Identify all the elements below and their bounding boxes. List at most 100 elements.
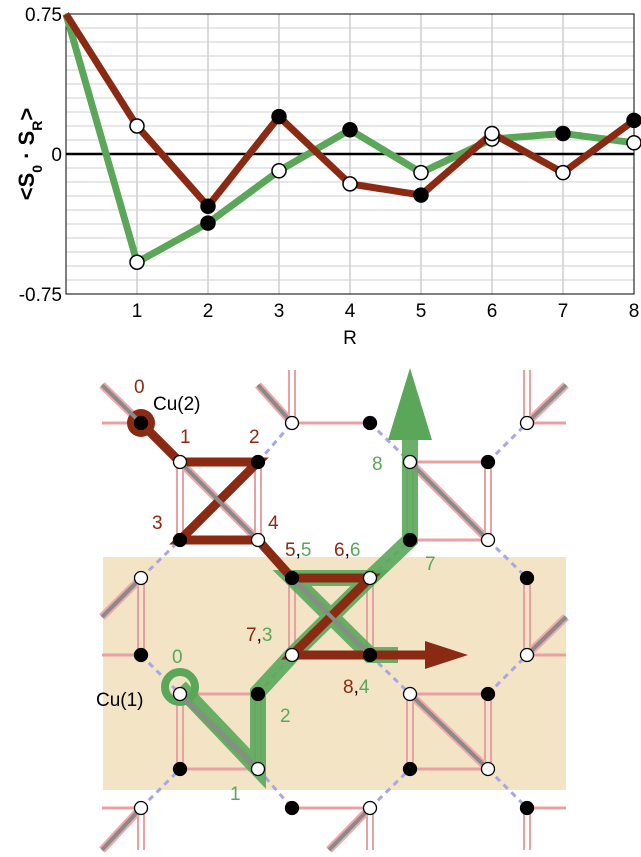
data-point <box>271 163 287 179</box>
y-axis-label: <S0 · SR> <box>14 108 45 201</box>
dashed-bond <box>486 538 529 580</box>
cu-site <box>362 800 378 816</box>
diagonal-bond <box>178 692 260 771</box>
cu-site <box>402 686 418 702</box>
dashed-bond <box>486 653 529 696</box>
dashed-bond <box>368 653 412 696</box>
y-tick-labels: 0.75 0 -0.75 <box>19 5 62 306</box>
diagonal-bond <box>408 692 490 771</box>
diagonal-bond <box>327 806 372 852</box>
cu-site <box>362 415 378 431</box>
data-point <box>342 121 358 138</box>
data-point <box>413 187 429 203</box>
diagonal-bond <box>290 576 372 657</box>
red-label-4: 4 <box>268 513 279 534</box>
cu-site <box>284 800 300 816</box>
cu-site <box>362 647 378 663</box>
y-tick-label: 0.75 <box>25 5 62 26</box>
pair-label-8-4: 8,4 <box>343 677 370 698</box>
cu-site <box>172 532 188 548</box>
data-point <box>626 135 641 151</box>
x-tick-label: 2 <box>203 301 214 322</box>
data-point <box>626 112 641 129</box>
red-arrow-head <box>425 641 468 669</box>
diagonal-bond <box>100 806 143 852</box>
dashed-bond <box>486 421 529 464</box>
data-point <box>342 176 358 192</box>
lattice-diagram: Cu(2) Cu(1) 0 1 2 3 4 5,5 6,6 7,3 8,4 0 … <box>96 368 569 853</box>
dashed-bond <box>368 767 412 810</box>
correlation-chart: 1 2 3 4 5 6 7 8 0.75 0 -0.75 R <S0 · SR> <box>14 5 641 349</box>
cu-site <box>480 454 496 470</box>
cu-site <box>402 454 418 470</box>
y-tick-label: 0 <box>51 145 62 166</box>
x-tick-label: 4 <box>345 301 356 322</box>
x-tick-label: 7 <box>558 301 569 322</box>
diagonal-bond <box>178 460 260 542</box>
red-path <box>137 419 430 660</box>
x-axis-label: R <box>343 328 357 349</box>
pair-label-7-3: 7,3 <box>246 625 272 646</box>
cu1-site-ring <box>161 668 199 706</box>
cu-site <box>402 761 418 777</box>
red-label-0: 0 <box>134 377 145 398</box>
data-point <box>129 254 145 271</box>
x-tick-label: 8 <box>629 301 640 322</box>
green-label-0: 0 <box>172 647 183 668</box>
cu-site <box>172 454 188 470</box>
cu-site <box>133 647 149 663</box>
bond-overlay <box>100 383 568 852</box>
cu-site <box>284 570 300 586</box>
y-tick-label: -0.75 <box>19 285 62 306</box>
diagonal-bond <box>525 383 568 425</box>
cu-site <box>519 647 535 663</box>
diagonal-bond <box>525 615 568 657</box>
cu-site <box>402 532 418 548</box>
diagonal-bond <box>100 576 143 619</box>
cu-site <box>284 415 300 431</box>
cu-site <box>362 570 378 586</box>
cu-site <box>250 761 266 777</box>
cu-site <box>250 454 266 470</box>
diagonal-bond <box>100 383 143 425</box>
cu-site <box>519 415 535 431</box>
x-tick-labels: 1 2 3 4 5 6 7 8 <box>132 301 640 322</box>
data-point <box>555 125 571 142</box>
data-point <box>129 118 145 134</box>
green-path-upper <box>364 420 418 584</box>
cu-site <box>250 686 266 702</box>
cu-site <box>133 800 149 816</box>
cu-site <box>480 686 496 702</box>
data-point <box>484 125 500 142</box>
x-tick-label: 3 <box>274 301 285 322</box>
green-arrow-head <box>388 368 432 440</box>
lattice-sites <box>133 415 535 816</box>
x-tick-label: 5 <box>416 301 427 322</box>
cu-site <box>480 761 496 777</box>
cu-site <box>172 761 188 777</box>
green-label-8: 8 <box>372 454 383 475</box>
pair-label-5: 5,5 <box>285 540 311 561</box>
cu-site <box>519 570 535 586</box>
cu-site <box>284 647 300 663</box>
x-tick-label: 1 <box>132 301 143 322</box>
data-point <box>413 164 429 181</box>
x-tick-label: 6 <box>487 301 498 322</box>
diagonal-bond <box>408 460 490 542</box>
cu1-label: Cu(1) <box>96 690 144 711</box>
series-layer <box>62 12 641 271</box>
dashed-bond <box>486 767 529 810</box>
cu-site <box>480 532 496 548</box>
green-label-7: 7 <box>425 554 436 575</box>
data-point <box>200 198 216 215</box>
diagonal-bond <box>256 383 294 425</box>
cu-site <box>172 686 188 702</box>
dashed-bond <box>139 767 182 810</box>
cu-site <box>133 570 149 586</box>
data-point <box>555 164 571 181</box>
red-label-1: 1 <box>180 427 191 448</box>
dashed-bond <box>139 653 182 696</box>
cu2-label: Cu(2) <box>153 394 201 415</box>
dashed-bond <box>256 422 294 463</box>
